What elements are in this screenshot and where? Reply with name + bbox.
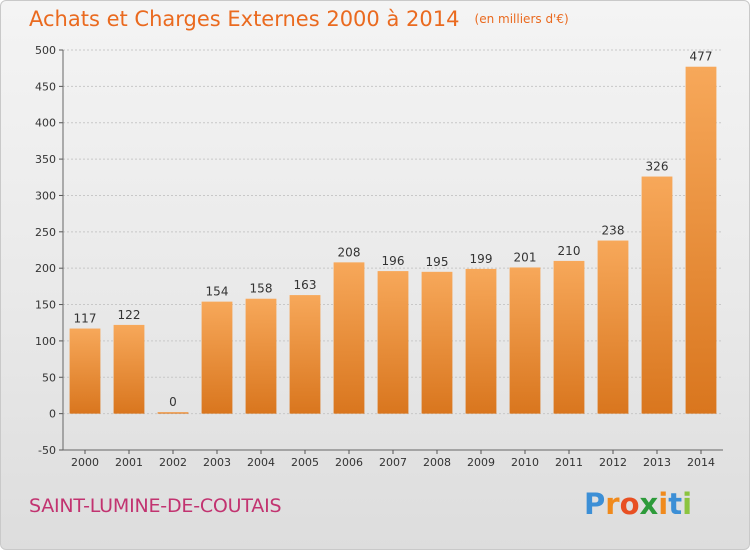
bar [465,268,497,414]
logo-letter: o [619,487,640,521]
y-tick-label: -50 [38,444,56,457]
logo-letter: t [668,487,683,521]
bar [597,240,629,414]
y-tick-label: 100 [35,335,56,348]
y-tick-label: 400 [35,117,56,130]
bar-value-label: 210 [558,244,581,258]
bar [245,298,277,414]
bar [641,176,673,414]
bar-value-label: 122 [118,308,141,322]
bar-value-label: 201 [514,250,537,264]
bar [201,301,233,414]
x-tick-label: 2006 [335,456,363,469]
y-tick-label: 250 [35,226,56,239]
x-tick-label: 2013 [643,456,671,469]
logo-letter: P [584,487,606,521]
bar [333,262,365,414]
x-tick-label: 2003 [203,456,231,469]
chart-unit-label: (en milliers d'€) [474,12,569,26]
y-tick-label: 150 [35,299,56,312]
y-tick-label: 50 [42,371,56,384]
x-tick-label: 2008 [423,456,451,469]
bar-value-label: 154 [206,285,229,299]
bar-value-label: 158 [250,282,273,296]
bar [157,412,189,414]
x-tick-label: 2000 [71,456,99,469]
y-tick-label: 200 [35,262,56,275]
x-tick-label: 2001 [115,456,143,469]
x-tick-label: 2010 [511,456,539,469]
chart-title: Achats et Charges Externes 2000 à 2014 [29,7,460,31]
bar [685,66,717,414]
y-tick-label: 350 [35,153,56,166]
x-tick-label: 2009 [467,456,495,469]
x-tick-label: 2005 [291,456,319,469]
bar-value-label: 163 [294,278,317,292]
chart-title-group: Achats et Charges Externes 2000 à 2014 (… [29,7,569,31]
bar [421,271,453,414]
x-tick-label: 2007 [379,456,407,469]
bar [289,295,321,414]
bar-value-label: 199 [470,252,493,266]
bar-value-label: 196 [382,254,405,268]
bar-value-label: 0 [169,395,177,409]
x-tick-label: 2012 [599,456,627,469]
logo-letter: i [658,487,669,521]
bar [69,328,101,414]
bar [553,260,585,414]
logo-letter: x [639,487,659,521]
bar-value-label: 238 [602,224,625,238]
y-tick-label: 450 [35,80,56,93]
bar-value-label: 208 [338,245,361,259]
logo-letter: r [605,487,620,521]
proxiti-logo: Proxiti [584,487,692,521]
x-tick-label: 2002 [159,456,187,469]
x-tick-label: 2011 [555,456,583,469]
x-tick-label: 2014 [687,456,715,469]
y-tick-label: 300 [35,189,56,202]
x-tick-label: 2004 [247,456,275,469]
commune-name: SAINT-LUMINE-DE-COUTAIS [29,495,282,517]
bar [377,271,409,414]
y-tick-label: 500 [35,44,56,57]
bar-value-label: 117 [74,312,97,326]
y-tick-label: 0 [49,408,56,421]
bar-value-label: 326 [646,160,669,174]
bar-value-label: 477 [690,50,713,64]
bar [509,267,541,414]
bar-value-label: 195 [426,255,449,269]
logo-letter: i [682,487,693,521]
bar [113,324,145,414]
